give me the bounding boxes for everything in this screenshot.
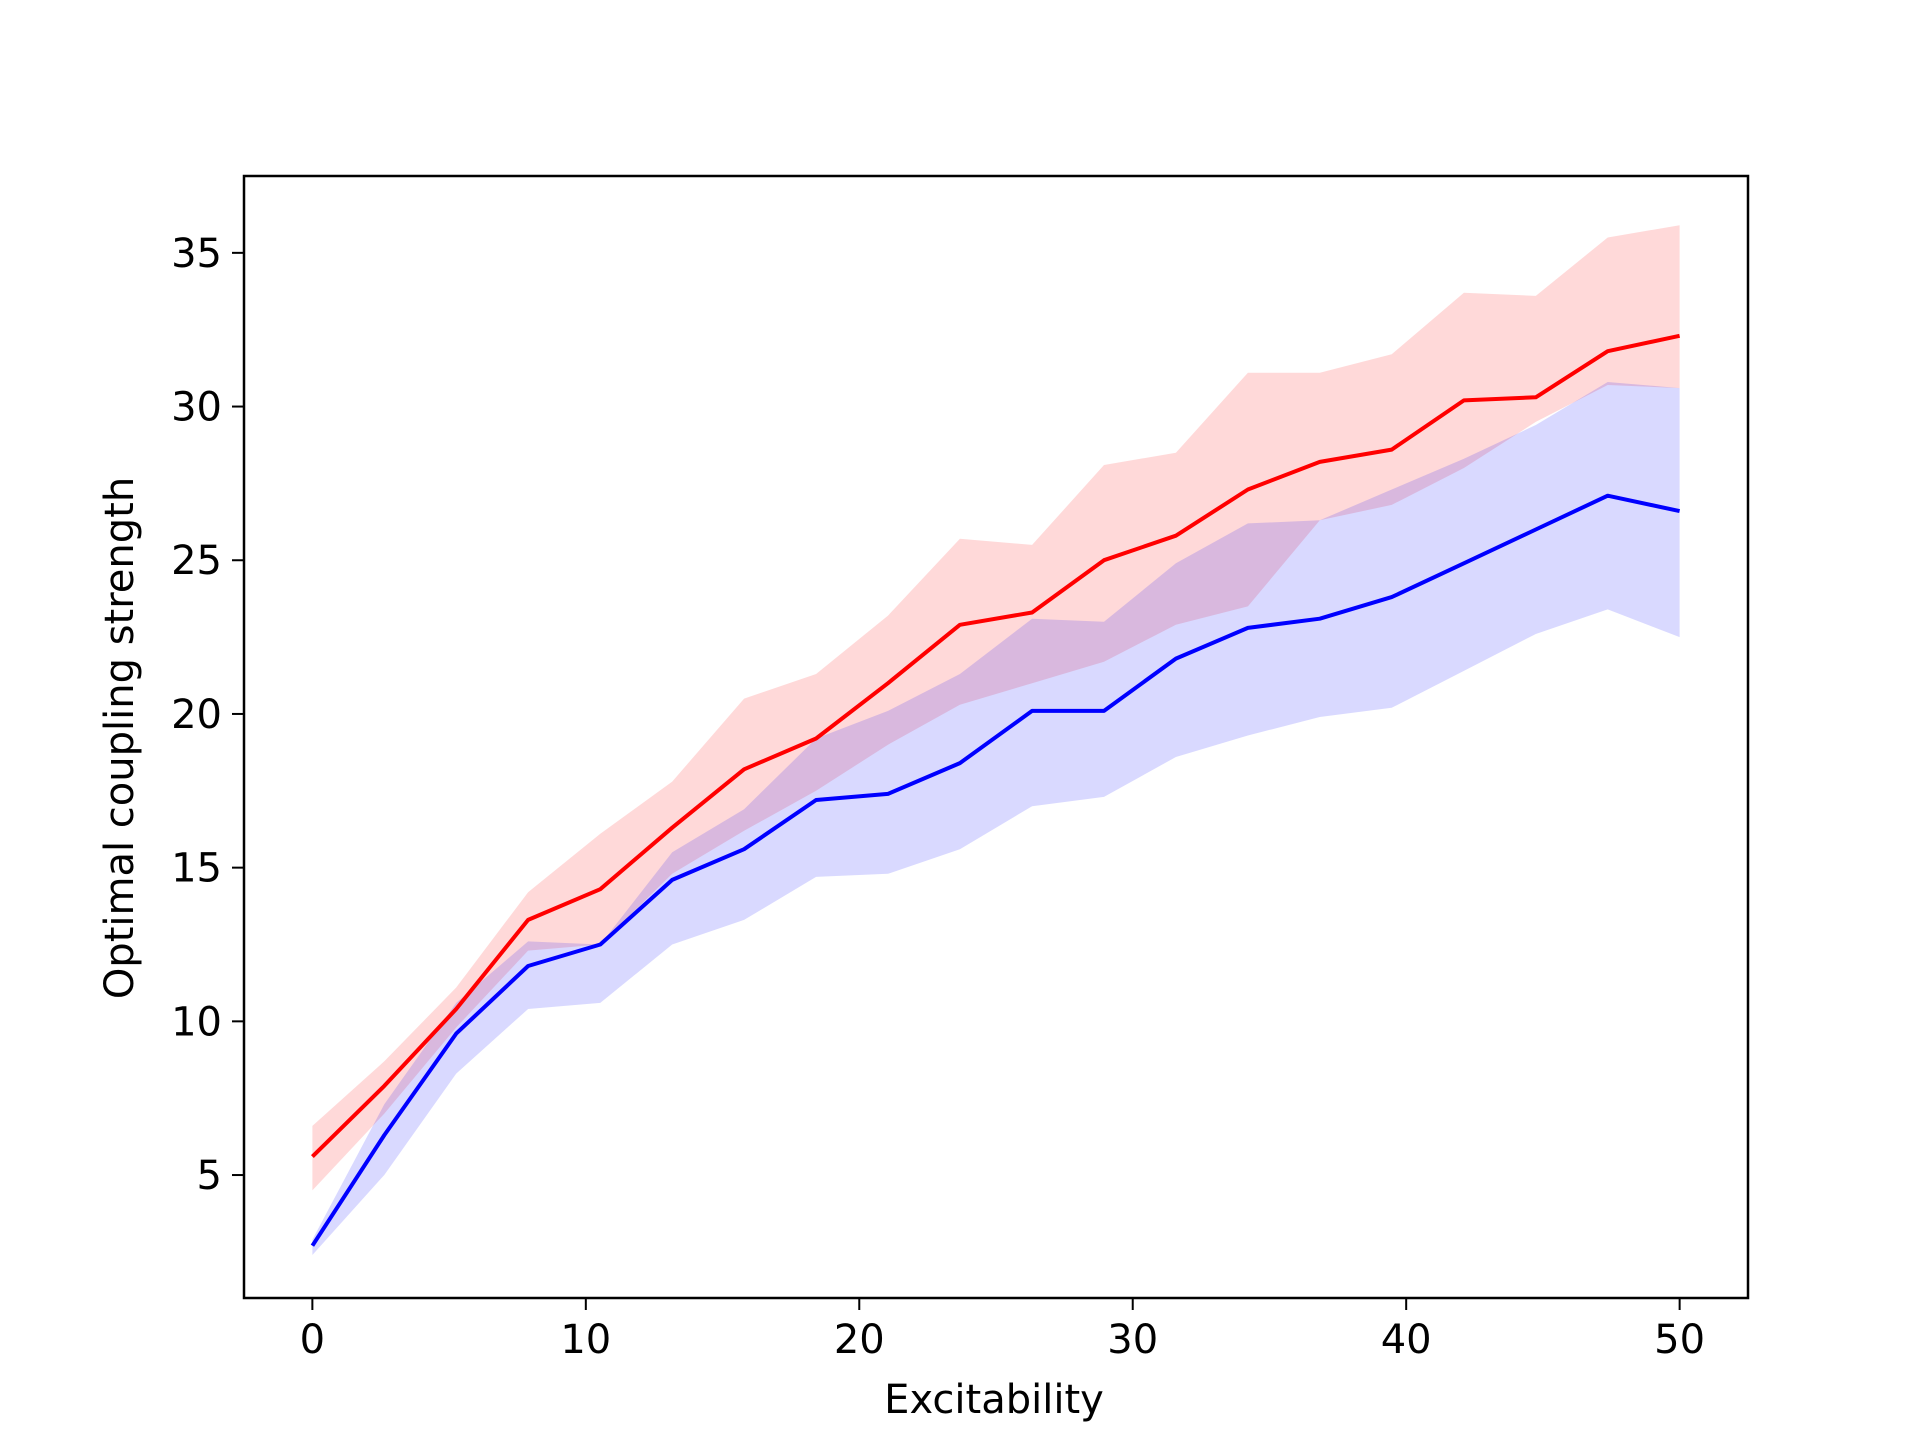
confidence-bands (312, 225, 1680, 1255)
x-tick-label: 30 (1107, 1317, 1158, 1363)
x-axis-label: Excitability (884, 1377, 1104, 1423)
series-1-band (312, 225, 1680, 1191)
x-tick-label: 0 (300, 1317, 325, 1363)
y-tick-label: 20 (171, 692, 222, 738)
series-2-band (312, 382, 1680, 1255)
x-tick-label: 20 (834, 1317, 885, 1363)
plot-frame (242, 174, 1750, 1300)
y-tick-label: 15 (171, 846, 222, 892)
y-tick-label: 25 (171, 538, 222, 584)
y-axis-ticks: 5 10 15 20 25 30 35 (171, 231, 244, 1199)
series-2-line (310, 493, 1681, 1247)
x-tick-label: 50 (1654, 1317, 1705, 1363)
y-tick-label: 30 (171, 385, 222, 431)
x-tick-label: 40 (1381, 1317, 1432, 1363)
series-1-line (310, 333, 1681, 1159)
y-axis-label: Optimal coupling strength (97, 477, 143, 999)
x-tick-label: 10 (560, 1317, 611, 1363)
y-tick-label: 10 (171, 999, 222, 1045)
series-lines (310, 333, 1681, 1247)
x-axis-ticks: 0 10 20 30 40 50 (300, 1298, 1705, 1363)
y-tick-label: 5 (197, 1153, 222, 1199)
y-tick-label: 35 (171, 231, 222, 277)
